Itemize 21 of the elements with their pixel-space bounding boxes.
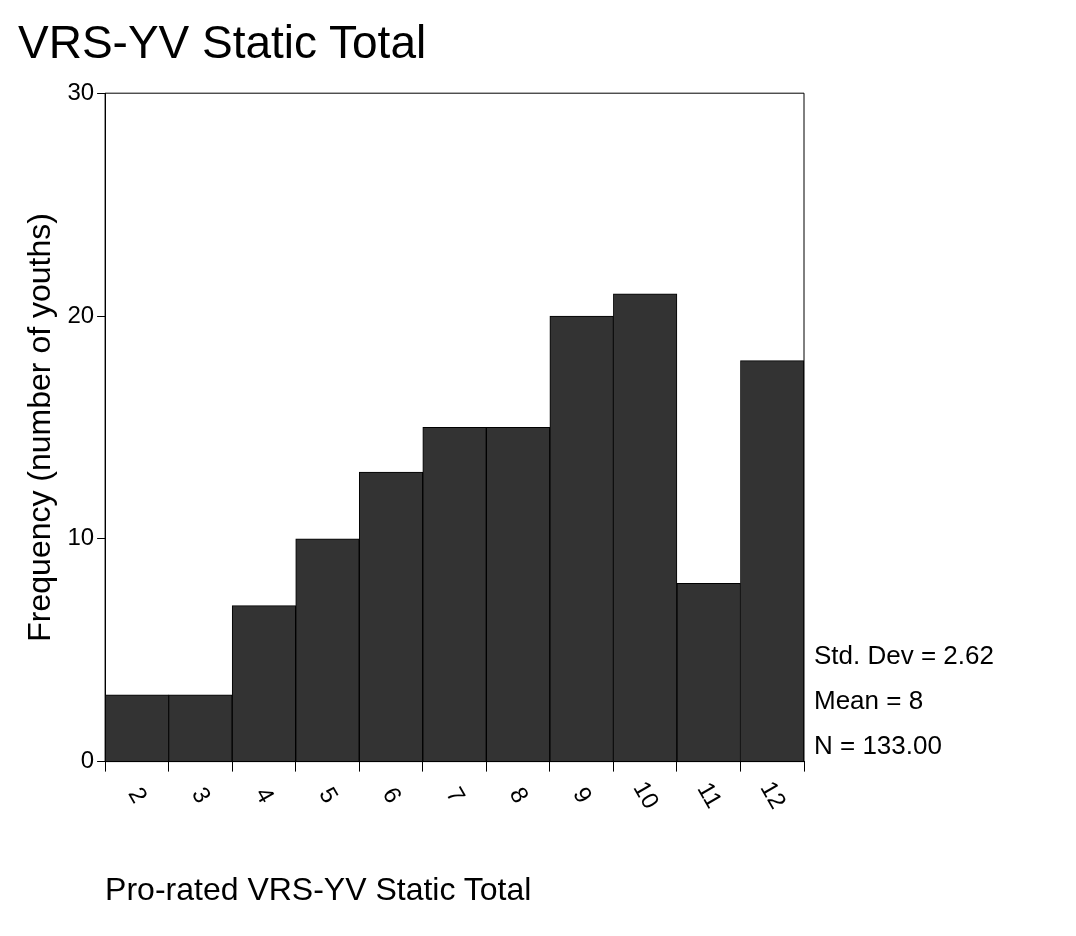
x-tick-label: 7 xyxy=(441,782,472,808)
x-axis-title: Pro-rated VRS-YV Static Total xyxy=(105,870,532,907)
x-tick-label: 6 xyxy=(377,782,408,808)
text: Mean = 8 xyxy=(814,684,924,715)
x-tick-label: 9 xyxy=(568,782,599,808)
x-tick-label: 8 xyxy=(504,782,535,808)
y-tick-label: 20 xyxy=(67,300,95,328)
y-tick-label: 10 xyxy=(67,523,95,551)
y-tick-label: 30 xyxy=(67,77,95,105)
y-axis-title: Frequency (number of youths) xyxy=(21,213,58,642)
x-tick-label: 4 xyxy=(250,782,281,808)
x-tick-label: 3 xyxy=(187,782,218,808)
x-tick-label: 2 xyxy=(123,782,154,808)
x-tick-label: 5 xyxy=(314,782,345,808)
y-tick-label: 0 xyxy=(80,746,95,774)
text: Std. Dev = 2.62 xyxy=(814,639,994,670)
x-tick-label: 10 xyxy=(628,776,666,813)
text: N = 133.00 xyxy=(814,729,942,760)
chart-title: VRS-YV Static Total xyxy=(18,16,427,69)
x-tick-label: 11 xyxy=(692,777,729,813)
x-tick-label: 12 xyxy=(755,776,793,813)
